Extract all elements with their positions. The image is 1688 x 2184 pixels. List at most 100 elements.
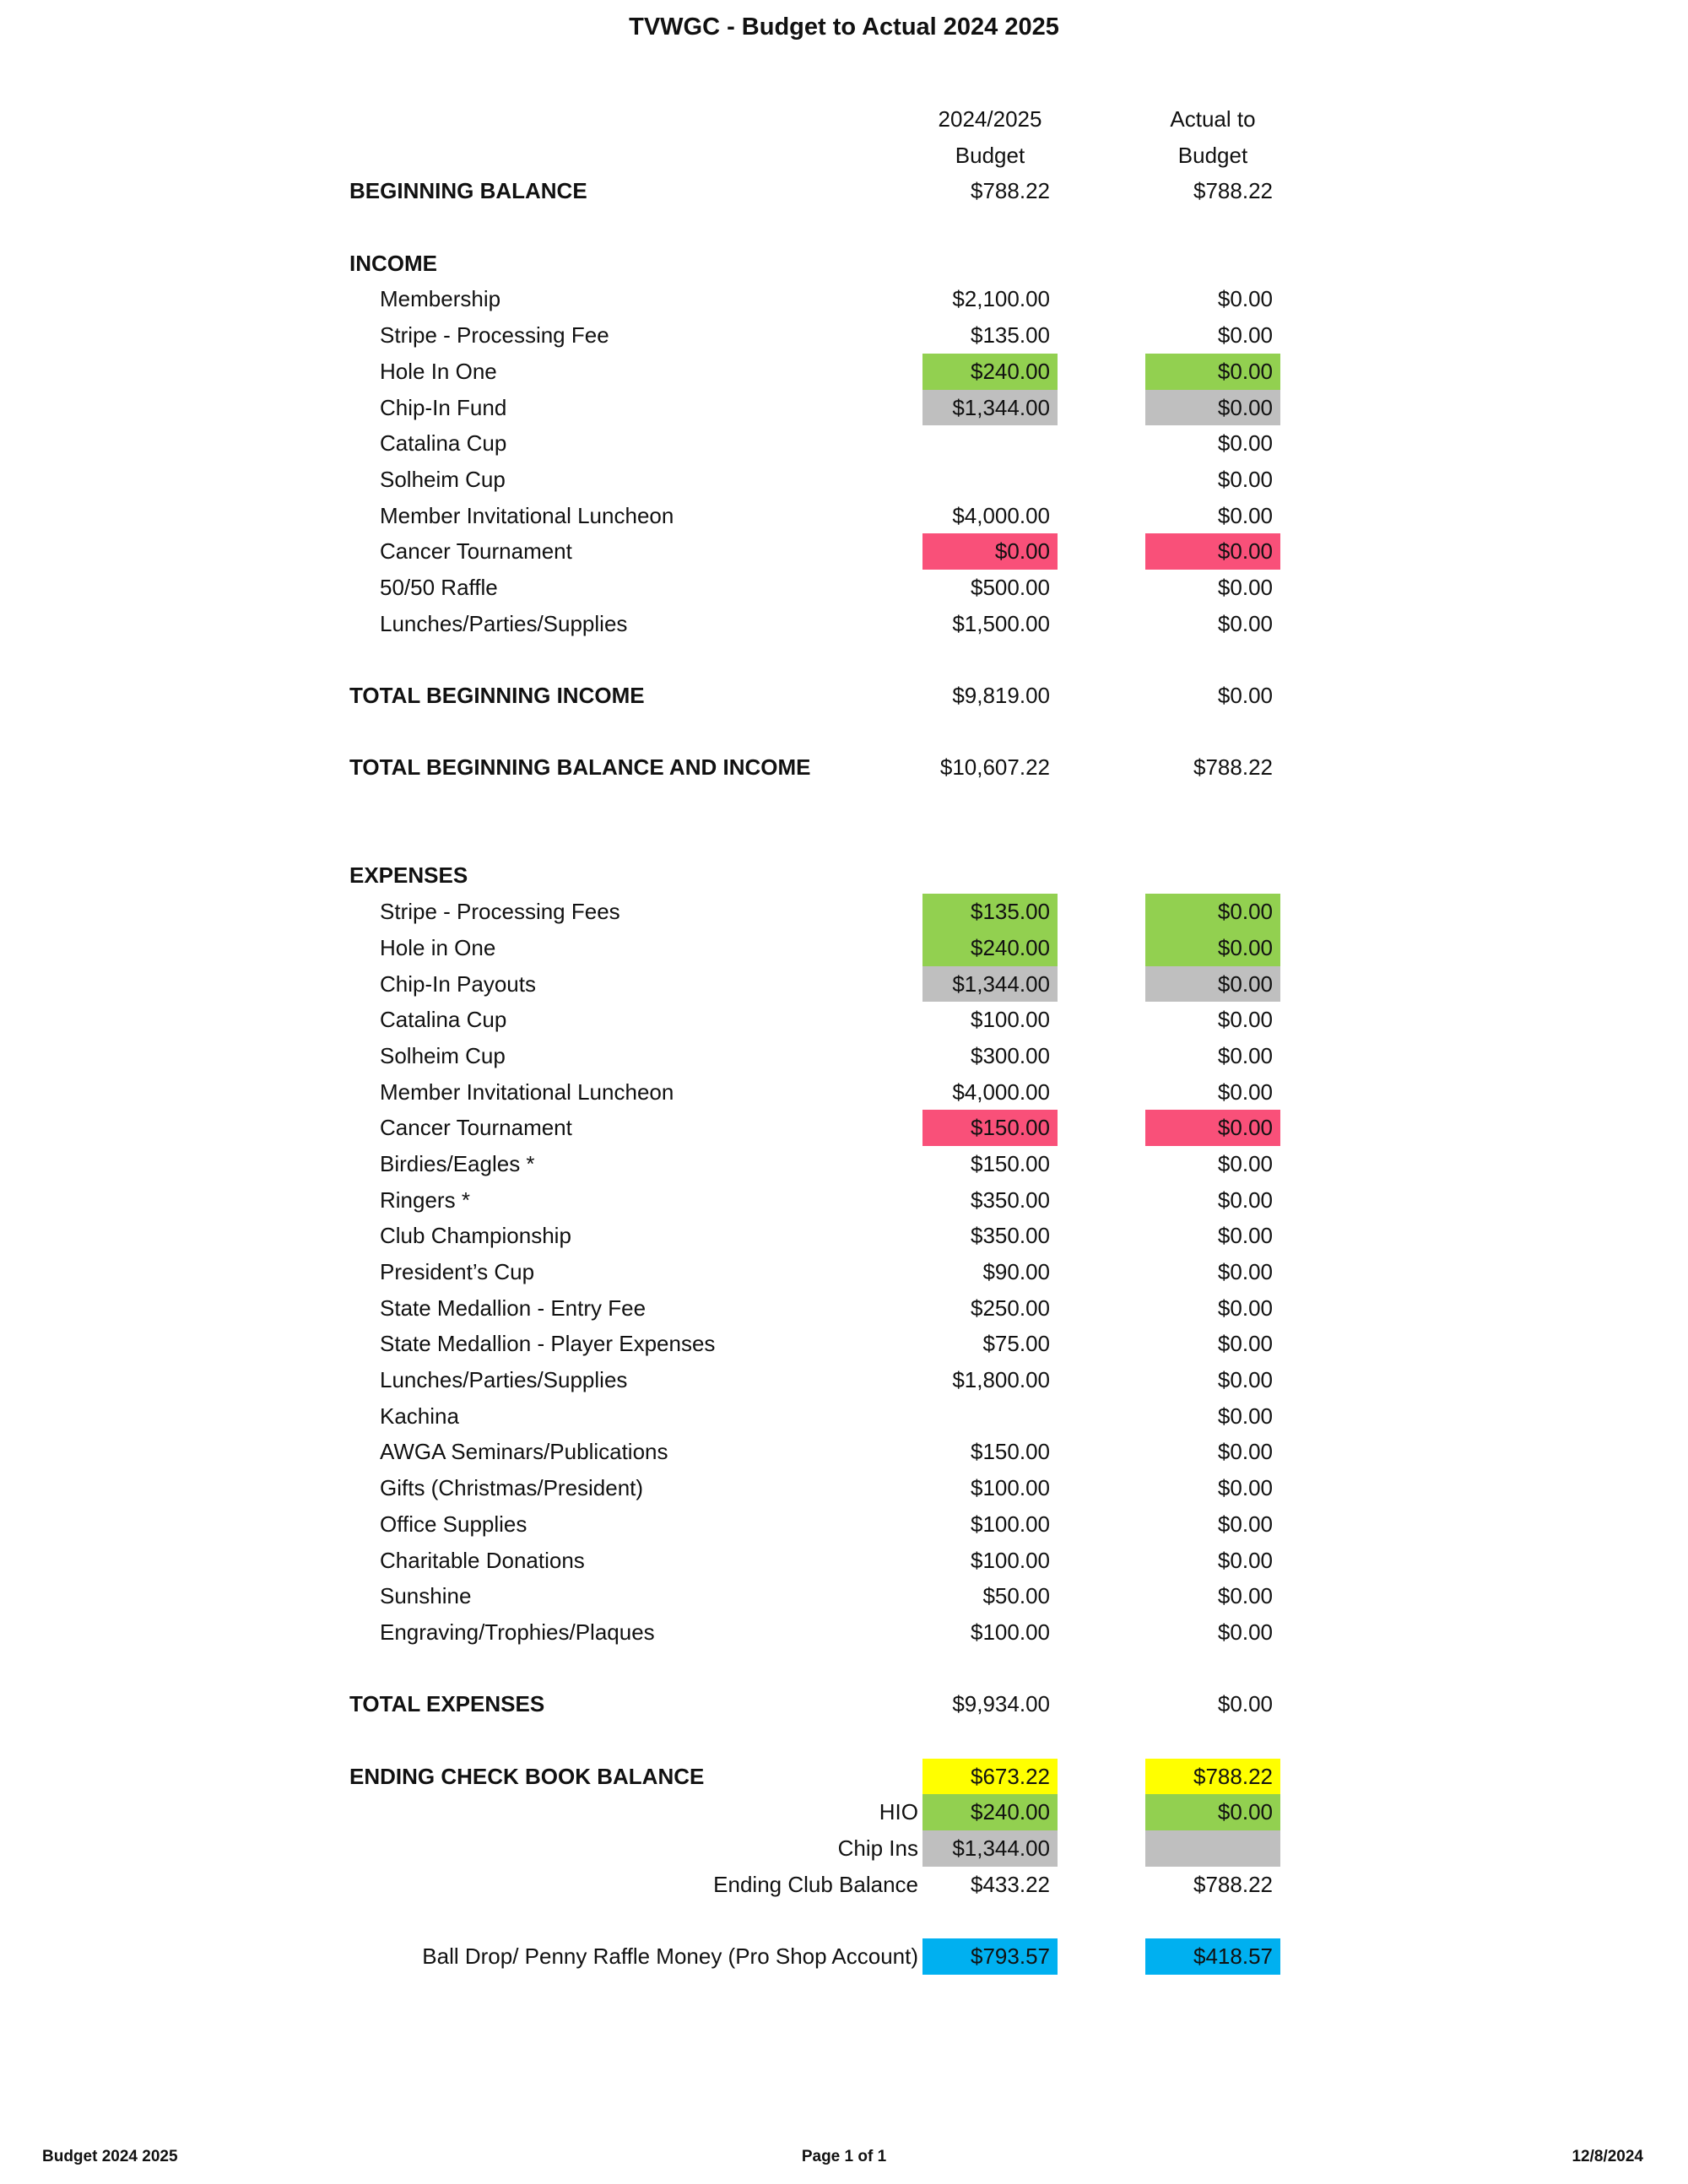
expense-item-row: Hole in One $240.00 $0.00 xyxy=(0,929,1688,966)
row-label: Stripe - Processing Fee xyxy=(380,322,609,349)
income-heading: INCOME xyxy=(0,246,1688,282)
row-label: State Medallion - Player Expenses xyxy=(380,1331,716,1357)
expense-item-row: Engraving/Trophies/Plaques $100.00 $0.00 xyxy=(0,1614,1688,1651)
budget-value xyxy=(922,246,1058,282)
expense-item-row: Office Supplies $100.00 $0.00 xyxy=(0,1506,1688,1543)
actual-value: $0.00 xyxy=(1217,1439,1273,1465)
beginning-balance-row: BEGINNING BALANCE $788.22 $788.22 xyxy=(0,173,1688,209)
expense-item-row: State Medallion - Entry Fee $250.00 $0.00 xyxy=(0,1290,1688,1327)
row-label: Solheim Cup xyxy=(380,466,506,492)
expense-item-row: Lunches/Parties/Supplies $1,800.00 $0.00 xyxy=(0,1362,1688,1398)
actual-value: $0.00 xyxy=(1145,965,1280,1003)
actual-value: $0.00 xyxy=(1217,1331,1273,1357)
budget-value xyxy=(922,425,1058,462)
row-label: State Medallion - Entry Fee xyxy=(380,1295,647,1321)
budget-value: $240.00 xyxy=(922,353,1058,390)
expense-item-row: Gifts (Christmas/President) $100.00 $0.00 xyxy=(0,1470,1688,1506)
row-label: Kachina xyxy=(380,1403,459,1429)
budget-value: $250.00 xyxy=(971,1295,1050,1321)
actual-value: $0.00 xyxy=(1217,1547,1273,1573)
row-label: 50/50 Raffle xyxy=(380,574,498,600)
actual-value: $788.22 xyxy=(1193,1871,1273,1897)
row-label: AWGA Seminars/Publications xyxy=(380,1439,668,1465)
actual-column-header: Budget xyxy=(1177,142,1248,168)
budget-value: $1,344.00 xyxy=(922,1830,1058,1867)
budget-value: $788.22 xyxy=(971,178,1050,204)
budget-value: $150.00 xyxy=(971,1150,1050,1176)
column-header-row: Budget Budget xyxy=(0,138,1688,174)
row-label: Chip-In Fund xyxy=(380,394,507,420)
actual-value: $0.00 xyxy=(1145,1110,1280,1146)
row-label: Hole In One xyxy=(380,358,497,384)
budget-value: $1,344.00 xyxy=(922,965,1058,1003)
row-label: Chip-In Payouts xyxy=(380,970,536,997)
expense-item-row: Sunshine $50.00 $0.00 xyxy=(0,1578,1688,1614)
row-label: INCOME xyxy=(349,250,437,276)
budget-value xyxy=(922,857,1058,894)
budget-value: $300.00 xyxy=(971,1042,1050,1068)
actual-value: $788.22 xyxy=(1193,178,1273,204)
actual-value: $0.00 xyxy=(1217,1295,1273,1321)
actual-value: $0.00 xyxy=(1145,389,1280,426)
spacer-row xyxy=(0,786,1688,822)
budget-value: $240.00 xyxy=(922,929,1058,966)
actual-value: $0.00 xyxy=(1217,1691,1273,1717)
budget-value: $150.00 xyxy=(922,1110,1058,1146)
row-label: Lunches/Parties/Supplies xyxy=(380,610,628,636)
row-label: EXPENSES xyxy=(349,862,468,889)
budget-value: $500.00 xyxy=(971,574,1050,600)
budget-value: $100.00 xyxy=(971,1475,1050,1501)
budget-value: $50.00 xyxy=(982,1583,1050,1609)
row-label: Member Invitational Luncheon xyxy=(380,1078,674,1105)
pro-shop-account-row: Ball Drop/ Penny Raffle Money (Pro Shop … xyxy=(0,1938,1688,1975)
total-expenses-row: TOTAL EXPENSES $9,934.00 $0.00 xyxy=(0,1686,1688,1722)
row-label: Catalina Cup xyxy=(380,430,507,457)
actual-value xyxy=(1145,1830,1280,1867)
footer-page-number: Page 1 of 1 xyxy=(801,2148,887,2165)
budget-value: $75.00 xyxy=(982,1331,1050,1357)
budget-value: $1,344.00 xyxy=(922,389,1058,426)
budget-value: $4,000.00 xyxy=(952,1078,1050,1105)
row-label: Club Championship xyxy=(380,1223,571,1249)
column-header-row: 2024/2025 Actual to xyxy=(0,101,1688,138)
row-label: TOTAL BEGINNING INCOME xyxy=(349,683,645,708)
budget-value: $100.00 xyxy=(971,1007,1050,1033)
income-item-row: Hole In One $240.00 $0.00 xyxy=(0,353,1688,390)
row-label: Cancer Tournament xyxy=(380,538,572,565)
spacer-row xyxy=(0,641,1688,678)
budget-value: $350.00 xyxy=(971,1223,1050,1249)
expense-item-row: Club Championship $350.00 $0.00 xyxy=(0,1218,1688,1254)
actual-value: $788.22 xyxy=(1145,1758,1280,1795)
actual-value: $0.00 xyxy=(1217,683,1273,708)
budget-value: $1,800.00 xyxy=(952,1367,1050,1393)
budget-column-header: Budget xyxy=(955,142,1025,168)
row-label: Ringers * xyxy=(380,1187,470,1213)
actual-value: $788.22 xyxy=(1193,754,1273,781)
actual-value: $0.00 xyxy=(1217,286,1273,312)
expense-item-row: Kachina $0.00 xyxy=(0,1398,1688,1435)
row-label: Member Invitational Luncheon xyxy=(380,502,674,528)
budget-value: $100.00 xyxy=(971,1511,1050,1537)
expense-item-row: Stripe - Processing Fees $135.00 $0.00 xyxy=(0,894,1688,930)
actual-value: $0.00 xyxy=(1217,1078,1273,1105)
actual-value xyxy=(1145,246,1280,282)
row-label: Birdies/Eagles * xyxy=(380,1150,535,1176)
spacer-row xyxy=(0,1651,1688,1687)
row-label: ENDING CHECK BOOK BALANCE xyxy=(349,1763,705,1789)
expenses-heading: EXPENSES xyxy=(0,857,1688,894)
actual-value: $0.00 xyxy=(1217,610,1273,636)
budget-value: $4,000.00 xyxy=(952,502,1050,528)
expense-item-row: Ringers * $350.00 $0.00 xyxy=(0,1182,1688,1219)
row-label: TOTAL BEGINNING BALANCE AND INCOME xyxy=(349,754,811,781)
row-label: Ending Club Balance xyxy=(713,1871,918,1897)
ending-club-balance-row: Ending Club Balance $433.22 $788.22 xyxy=(0,1867,1688,1903)
income-item-row: Member Invitational Luncheon $4,000.00 $0.… xyxy=(0,498,1688,534)
budget-value: $100.00 xyxy=(971,1619,1050,1645)
chip-ins-row: Chip Ins $1,344.00 xyxy=(0,1830,1688,1867)
income-item-row: Catalina Cup $0.00 xyxy=(0,425,1688,462)
row-label: Membership xyxy=(380,286,501,312)
actual-value: $0.00 xyxy=(1217,1150,1273,1176)
ending-check-book-row: ENDING CHECK BOOK BALANCE $673.22 $788.22 xyxy=(0,1758,1688,1795)
actual-value: $0.00 xyxy=(1217,1042,1273,1068)
row-label: Ball Drop/ Penny Raffle Money (Pro Shop … xyxy=(422,1943,918,1970)
